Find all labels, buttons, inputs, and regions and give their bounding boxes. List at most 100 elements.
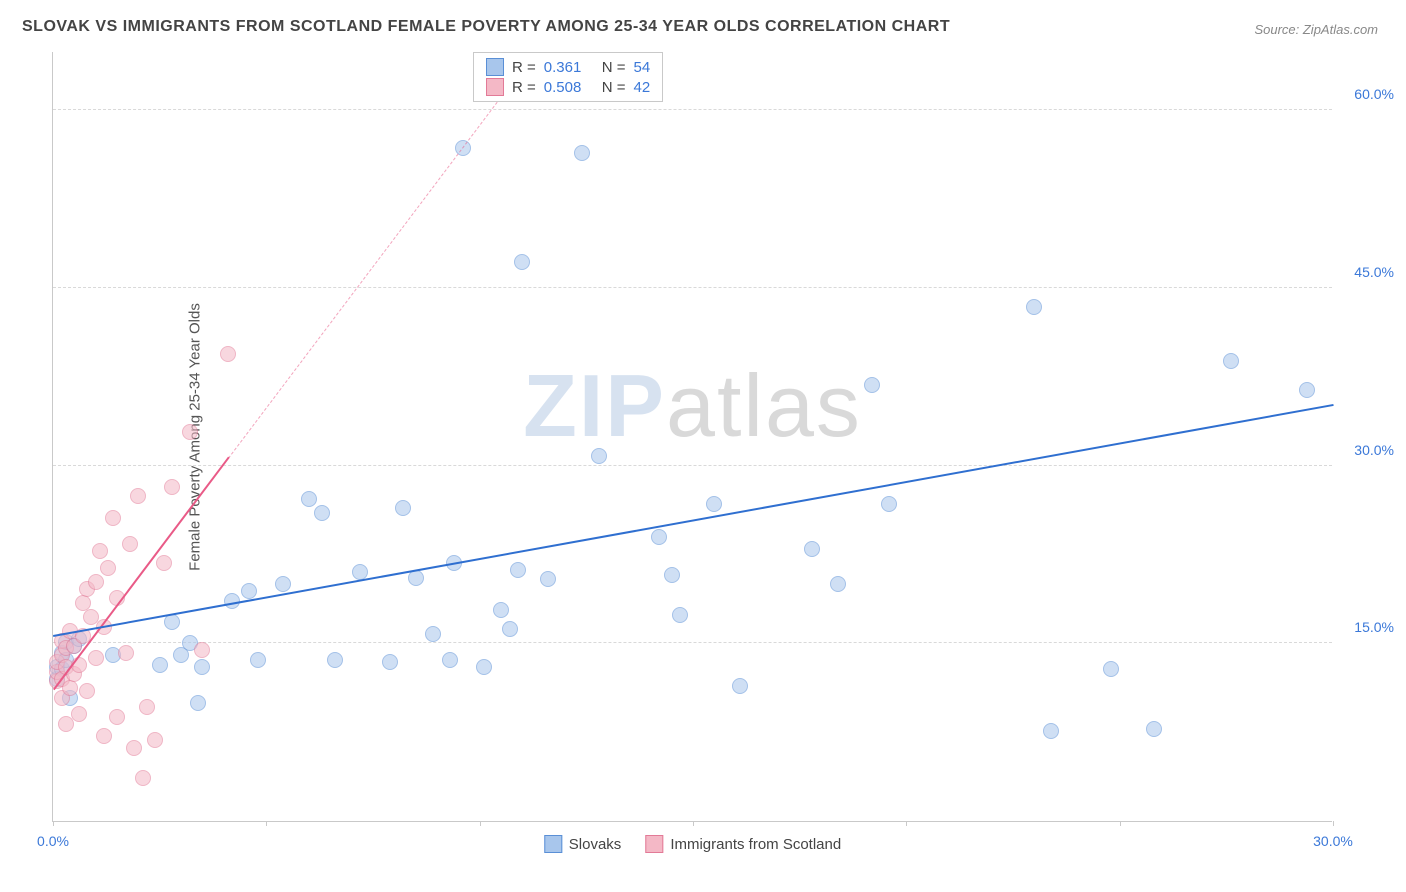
point-slovak	[152, 657, 168, 673]
x-tick-mark	[906, 821, 907, 826]
x-tick-mark	[1120, 821, 1121, 826]
point-slovak	[672, 607, 688, 623]
point-scotland	[105, 510, 121, 526]
source-attribution: Source: ZipAtlas.com	[1254, 22, 1378, 37]
point-scotland	[220, 346, 236, 362]
y-tick-label: 60.0%	[1339, 86, 1394, 102]
trendline	[53, 404, 1333, 637]
point-slovak	[732, 678, 748, 694]
point-slovak	[476, 659, 492, 675]
point-slovak	[510, 562, 526, 578]
watermark-zip: ZIP	[523, 356, 666, 455]
n-label: N =	[602, 59, 626, 76]
point-slovak	[250, 652, 266, 668]
gridline	[53, 642, 1332, 643]
point-scotland	[164, 479, 180, 495]
point-scotland	[182, 424, 198, 440]
trendline-extrapolated	[228, 62, 527, 458]
r-label: R =	[512, 79, 536, 96]
point-scotland	[96, 728, 112, 744]
point-slovak	[301, 491, 317, 507]
point-slovak	[830, 576, 846, 592]
watermark-atlas: atlas	[666, 356, 862, 455]
legend-swatch-scotland	[645, 835, 663, 853]
point-slovak	[591, 448, 607, 464]
n-value-slovaks: 54	[634, 59, 651, 76]
point-slovak	[314, 505, 330, 521]
legend-swatch-slovaks	[544, 835, 562, 853]
y-tick-label: 15.0%	[1339, 619, 1394, 635]
x-tick-mark	[480, 821, 481, 826]
point-scotland	[109, 709, 125, 725]
point-slovak	[1043, 723, 1059, 739]
point-slovak	[1026, 299, 1042, 315]
point-scotland	[130, 488, 146, 504]
point-slovak	[382, 654, 398, 670]
point-slovak	[327, 652, 343, 668]
r-value-slovaks: 0.361	[544, 59, 594, 76]
point-slovak	[514, 254, 530, 270]
point-scotland	[100, 560, 116, 576]
point-slovak	[395, 500, 411, 516]
point-scotland	[122, 536, 138, 552]
n-value-scotland: 42	[634, 79, 651, 96]
y-tick-label: 30.0%	[1339, 442, 1394, 458]
legend-item-scotland: Immigrants from Scotland	[645, 835, 841, 853]
y-tick-label: 45.0%	[1339, 264, 1394, 280]
point-slovak	[706, 496, 722, 512]
legend-item-slovaks: Slovaks	[544, 835, 622, 853]
point-scotland	[118, 645, 134, 661]
x-tick-mark	[693, 821, 694, 826]
point-slovak	[241, 583, 257, 599]
point-scotland	[156, 555, 172, 571]
legend-label-scotland: Immigrants from Scotland	[670, 836, 841, 853]
point-scotland	[88, 574, 104, 590]
point-scotland	[139, 699, 155, 715]
point-slovak	[651, 529, 667, 545]
chart-title: SLOVAK VS IMMIGRANTS FROM SCOTLAND FEMAL…	[22, 18, 950, 36]
point-slovak	[442, 652, 458, 668]
x-tick-mark	[53, 821, 54, 826]
correlation-stat-box: R = 0.361 N = 54 R = 0.508 N = 42	[473, 52, 663, 102]
point-slovak	[574, 145, 590, 161]
stat-row-slovaks: R = 0.361 N = 54	[474, 57, 662, 77]
point-slovak	[804, 541, 820, 557]
point-slovak	[1299, 382, 1315, 398]
point-scotland	[88, 650, 104, 666]
x-tick-label: 30.0%	[1313, 833, 1353, 849]
point-slovak	[275, 576, 291, 592]
n-label: N =	[602, 79, 626, 96]
point-scotland	[62, 680, 78, 696]
point-slovak	[1146, 721, 1162, 737]
gridline	[53, 287, 1332, 288]
x-tick-mark	[266, 821, 267, 826]
watermark: ZIPatlas	[523, 355, 862, 457]
point-slovak	[664, 567, 680, 583]
point-slovak	[493, 602, 509, 618]
point-scotland	[135, 770, 151, 786]
point-scotland	[194, 642, 210, 658]
point-scotland	[71, 706, 87, 722]
point-slovak	[502, 621, 518, 637]
point-scotland	[126, 740, 142, 756]
legend-label-slovaks: Slovaks	[569, 836, 622, 853]
swatch-scotland	[486, 78, 504, 96]
r-value-scotland: 0.508	[544, 79, 594, 96]
point-slovak	[540, 571, 556, 587]
x-tick-label: 0.0%	[37, 833, 69, 849]
plot-area: Female Poverty Among 25-34 Year Olds ZIP…	[52, 52, 1332, 822]
point-scotland	[147, 732, 163, 748]
gridline	[53, 465, 1332, 466]
point-scotland	[92, 543, 108, 559]
gridline	[53, 109, 1332, 110]
point-slovak	[881, 496, 897, 512]
point-slovak	[1223, 353, 1239, 369]
point-slovak	[864, 377, 880, 393]
stat-row-scotland: R = 0.508 N = 42	[474, 77, 662, 97]
swatch-slovaks	[486, 58, 504, 76]
point-slovak	[425, 626, 441, 642]
x-tick-mark	[1333, 821, 1334, 826]
bottom-legend: Slovaks Immigrants from Scotland	[544, 835, 841, 853]
r-label: R =	[512, 59, 536, 76]
point-slovak	[1103, 661, 1119, 677]
